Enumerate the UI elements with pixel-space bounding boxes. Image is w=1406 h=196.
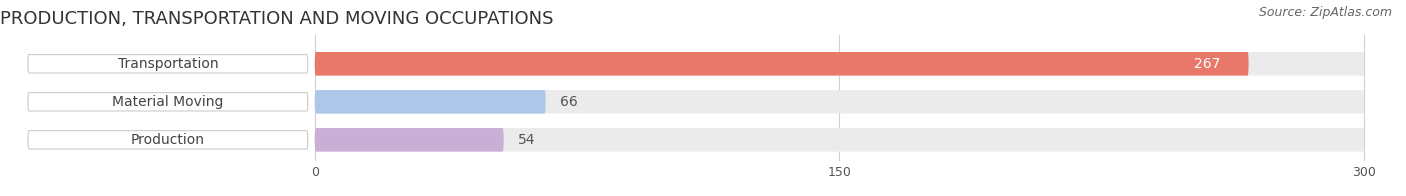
Text: Production: Production bbox=[131, 133, 205, 147]
FancyBboxPatch shape bbox=[315, 90, 1364, 114]
Text: Source: ZipAtlas.com: Source: ZipAtlas.com bbox=[1258, 6, 1392, 19]
Text: 267: 267 bbox=[1194, 57, 1220, 71]
Text: Transportation: Transportation bbox=[118, 57, 218, 71]
FancyBboxPatch shape bbox=[315, 128, 503, 152]
FancyBboxPatch shape bbox=[315, 128, 1364, 152]
FancyBboxPatch shape bbox=[28, 93, 308, 111]
Text: 54: 54 bbox=[517, 133, 536, 147]
FancyBboxPatch shape bbox=[315, 90, 546, 114]
FancyBboxPatch shape bbox=[28, 55, 308, 73]
FancyBboxPatch shape bbox=[28, 131, 308, 149]
Text: PRODUCTION, TRANSPORTATION AND MOVING OCCUPATIONS: PRODUCTION, TRANSPORTATION AND MOVING OC… bbox=[0, 10, 554, 28]
FancyBboxPatch shape bbox=[315, 52, 1364, 76]
Text: Material Moving: Material Moving bbox=[112, 95, 224, 109]
FancyBboxPatch shape bbox=[315, 52, 1249, 76]
Text: 66: 66 bbox=[560, 95, 578, 109]
